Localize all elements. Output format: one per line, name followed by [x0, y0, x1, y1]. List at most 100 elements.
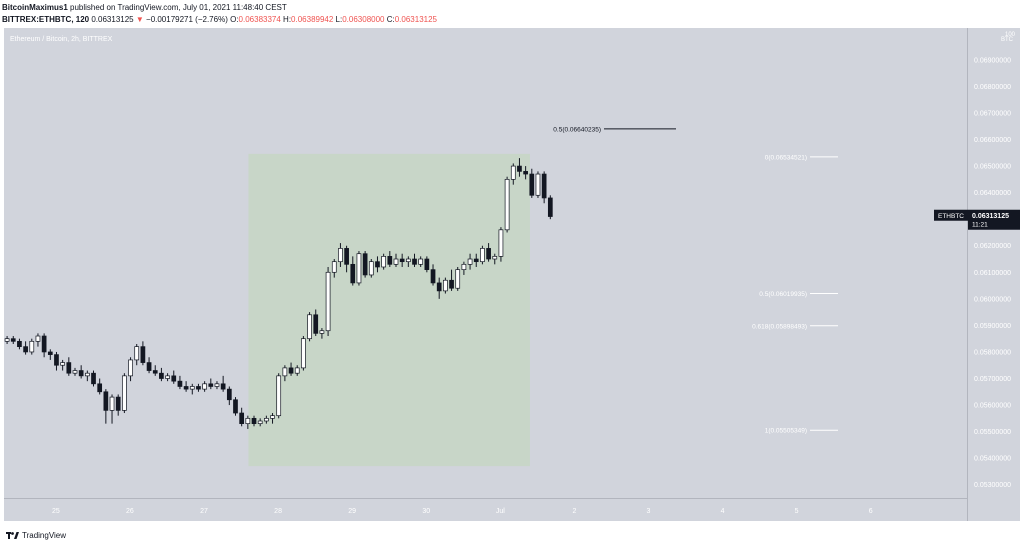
- candle: [282, 365, 288, 382]
- chart-header: BitcoinMaximus1 published on TradingView…: [0, 0, 1024, 28]
- candle: [208, 378, 214, 390]
- candle: [72, 367, 78, 376]
- candle-body: [257, 420, 263, 424]
- price-axis-background[interactable]: [967, 28, 1020, 521]
- highlight-layer: [248, 153, 530, 467]
- x-tick-label: Jul: [496, 508, 505, 515]
- candle-body: [510, 165, 516, 180]
- y-tick-label: 0.05500000: [974, 429, 1011, 436]
- candle: [362, 251, 368, 278]
- candle-body: [529, 173, 535, 196]
- y-tick-label: 0.05700000: [974, 376, 1011, 383]
- candle-body: [492, 256, 498, 260]
- fib-level-label: 0.618(0.05898493): [752, 323, 807, 330]
- tradingview-logo-icon: [6, 531, 19, 539]
- candle-body: [196, 386, 201, 390]
- candle: [535, 171, 541, 198]
- candle-body: [140, 346, 146, 363]
- candle-body: [72, 370, 78, 374]
- candle-body: [344, 248, 349, 265]
- x-tick-label: 29: [348, 508, 356, 515]
- tradingview-brand: TradingView: [22, 530, 67, 540]
- candle-body: [288, 367, 294, 374]
- candle-body: [338, 248, 343, 263]
- candle-body: [307, 314, 312, 340]
- candle-body: [47, 351, 53, 355]
- candle-body: [276, 375, 282, 417]
- candle-body: [91, 372, 96, 385]
- candle-body: [122, 375, 127, 411]
- candle-body: [263, 417, 269, 422]
- axis-unit-top: 100: [1005, 32, 1016, 38]
- symbol-tag-label: ETHBTC: [938, 213, 964, 220]
- last-price: 0.06313125: [91, 15, 134, 24]
- x-tick-label: 27: [200, 508, 208, 515]
- candle: [307, 312, 312, 342]
- candle: [381, 253, 387, 270]
- candle-body: [103, 391, 109, 411]
- candle-body: [430, 269, 436, 284]
- candle: [338, 243, 343, 267]
- candle-body: [455, 269, 461, 289]
- candle-body: [134, 346, 140, 361]
- candle: [541, 171, 547, 204]
- fibonacci-levels[interactable]: 0(0.06534521) 0.5(0.06019935) 0.618(0.0589…: [553, 126, 838, 435]
- candlestick-chart[interactable]: Ethereum / Bitcoin, 2h, BITTREX 100 BTC …: [4, 28, 1020, 521]
- candle: [350, 256, 356, 286]
- change-value: −0.00179271 (−2.76%): [146, 15, 228, 24]
- candle: [455, 266, 461, 291]
- chart-area[interactable]: Ethereum / Bitcoin, 2h, BITTREX 100 BTC …: [4, 28, 1020, 521]
- symbol-label: BITTREX:ETHBTC, 120: [2, 15, 90, 24]
- candle-body: [547, 197, 553, 217]
- candle-body: [41, 335, 47, 353]
- candle-body: [245, 417, 251, 424]
- candle: [480, 245, 485, 265]
- candle: [214, 381, 220, 390]
- candle: [97, 378, 103, 395]
- open-value: 0.06383374: [238, 15, 281, 24]
- candle-body: [220, 383, 226, 390]
- price-tag: ETHBTC 0.06313125 11:21: [934, 209, 1020, 230]
- candle: [375, 256, 380, 273]
- candle: [23, 341, 28, 355]
- candle-body: [436, 282, 442, 292]
- candle: [393, 253, 399, 267]
- candle: [486, 243, 491, 262]
- candles: [4, 158, 553, 429]
- candle-body: [128, 359, 133, 377]
- x-tick-label: 3: [647, 508, 651, 515]
- candle-body: [399, 258, 405, 263]
- author-name[interactable]: BitcoinMaximus1: [2, 3, 68, 12]
- y-tick-label: 0.06800000: [974, 84, 1011, 91]
- candle-body: [66, 362, 72, 374]
- y-tick-label: 0.05300000: [974, 482, 1011, 489]
- close-label: C:: [386, 15, 395, 24]
- candle: [226, 386, 232, 406]
- candle: [467, 253, 473, 270]
- tradingview-footer[interactable]: TradingView: [6, 528, 66, 542]
- candle-body: [4, 338, 10, 342]
- candle: [84, 370, 90, 382]
- y-tick-label: 0.06700000: [974, 110, 1011, 117]
- candle: [165, 373, 170, 382]
- candle-body: [159, 372, 164, 379]
- candle: [276, 373, 282, 419]
- candle-body: [294, 367, 300, 374]
- candle-body: [202, 383, 207, 390]
- highlight-rectangle: [248, 153, 530, 467]
- candle: [325, 266, 331, 337]
- price-tag-countdown: 11:21: [972, 222, 988, 229]
- candle: [387, 251, 393, 267]
- candle: [183, 381, 189, 392]
- candle-body: [214, 383, 220, 387]
- candle: [109, 394, 115, 424]
- candle-body: [208, 383, 214, 387]
- candle: [35, 333, 41, 347]
- time-axis-background[interactable]: [4, 498, 967, 521]
- candle-body: [443, 279, 448, 292]
- half-level-label: 0.5(0.06640235): [553, 126, 601, 133]
- x-tick-label: 25: [52, 508, 60, 515]
- candle: [270, 413, 275, 424]
- candle-body: [270, 415, 275, 419]
- candle: [517, 158, 522, 177]
